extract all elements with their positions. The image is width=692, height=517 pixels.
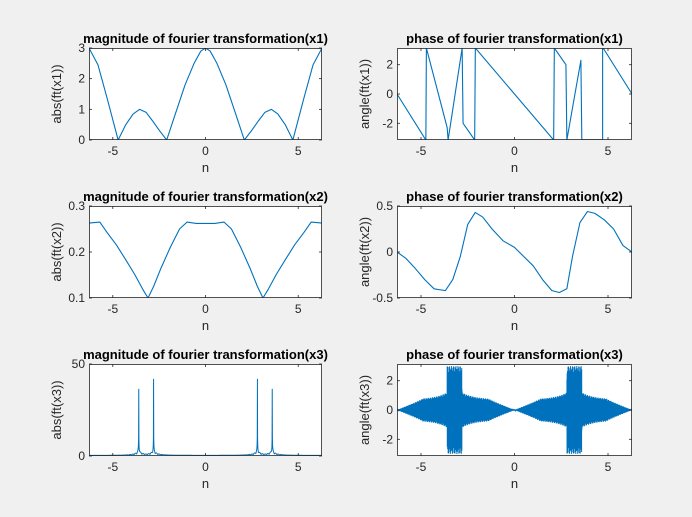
y-tick-label: 0 xyxy=(78,449,85,463)
x-tick-label: -5 xyxy=(107,302,118,316)
x-axis-label: n xyxy=(202,476,209,491)
subplot-2: -5 0 5 -2 0 2 phase of fourier transformation(… xyxy=(357,31,632,175)
x-tick-label: 0 xyxy=(202,460,209,474)
series-line xyxy=(397,366,632,454)
y-axis-label: abs(ft(x3)) xyxy=(49,380,64,439)
axes-background xyxy=(89,206,322,298)
x-tick-label: 5 xyxy=(605,144,612,158)
x-tick-label: 5 xyxy=(295,144,302,158)
x-tick-label: 0 xyxy=(511,460,518,474)
subplot-4: -5 0 5 -0.5 0 0.5 phase of fourier transformat… xyxy=(357,189,632,333)
y-axis-label: angle(ft(x2)) xyxy=(357,217,372,287)
x-tick-label: -5 xyxy=(416,144,427,158)
x-axis-label: n xyxy=(511,318,518,333)
axes-background xyxy=(89,364,322,456)
subplot-title: phase of fourier transformation(x1) xyxy=(406,31,623,46)
x-tick-label: -5 xyxy=(107,460,118,474)
x-tick-label: 0 xyxy=(202,302,209,316)
y-tick-label: 0 xyxy=(386,245,393,259)
axes-background xyxy=(397,206,632,298)
subplot-title: phase of fourier transformation(x3) xyxy=(406,347,623,362)
x-tick-label: 0 xyxy=(511,302,518,316)
series-line xyxy=(397,210,632,294)
y-tick-label: 0.1 xyxy=(68,291,85,305)
y-tick-label: 1 xyxy=(78,102,85,116)
y-tick-label: 0.2 xyxy=(68,245,85,259)
x-axis-label: n xyxy=(511,476,518,491)
y-tick-label: 0 xyxy=(386,87,393,101)
y-tick-label: 2 xyxy=(386,58,393,72)
y-tick-label: -0.5 xyxy=(372,291,393,305)
y-tick-label: 2 xyxy=(78,72,85,86)
y-tick-label: -2 xyxy=(382,432,393,446)
y-axis-label: angle(ft(x3)) xyxy=(357,375,372,445)
x-axis-label: n xyxy=(202,160,209,175)
subplot-title: phase of fourier transformation(x2) xyxy=(406,189,623,204)
y-tick-label: 0 xyxy=(386,403,393,417)
x-tick-label: -5 xyxy=(107,144,118,158)
y-tick-label: 0 xyxy=(78,133,85,147)
x-axis-label: n xyxy=(511,160,518,175)
x-tick-label: 0 xyxy=(202,144,209,158)
subplot-title: magnitude of fourier transformation(x3) xyxy=(83,347,328,362)
x-tick-label: 5 xyxy=(605,302,612,316)
series-line xyxy=(397,48,632,140)
x-tick-label: 0 xyxy=(511,144,518,158)
x-axis-label: n xyxy=(202,318,209,333)
y-tick-label: -2 xyxy=(382,116,393,130)
y-axis-label: abs(ft(x1)) xyxy=(49,64,64,123)
subplot-6: -5 0 5 -2 0 2 phase of fourier transformation(… xyxy=(357,347,632,491)
plot-area xyxy=(397,48,632,140)
axes-background xyxy=(89,48,322,140)
plot-area xyxy=(397,210,632,294)
y-tick-label: 0.5 xyxy=(376,199,393,213)
y-tick-label: 50 xyxy=(72,357,86,371)
y-axis-label: angle(ft(x1)) xyxy=(357,59,372,129)
plot-area xyxy=(397,366,632,454)
x-tick-label: 5 xyxy=(295,302,302,316)
subplot-title: magnitude of fourier transformation(x1) xyxy=(83,31,328,46)
plot-area xyxy=(89,48,322,140)
subplot-title: magnitude of fourier transformation(x2) xyxy=(83,189,328,204)
plot-area xyxy=(89,221,322,298)
series-line xyxy=(89,221,322,298)
x-tick-label: -5 xyxy=(416,460,427,474)
x-tick-label: -5 xyxy=(416,302,427,316)
x-tick-label: 5 xyxy=(295,460,302,474)
y-axis-label: abs(ft(x2)) xyxy=(49,222,64,281)
x-tick-label: 5 xyxy=(605,460,612,474)
y-tick-label: 3 xyxy=(78,41,85,55)
y-tick-label: 2 xyxy=(386,374,393,388)
y-tick-label: 0.3 xyxy=(68,199,85,213)
series-line xyxy=(89,48,322,140)
